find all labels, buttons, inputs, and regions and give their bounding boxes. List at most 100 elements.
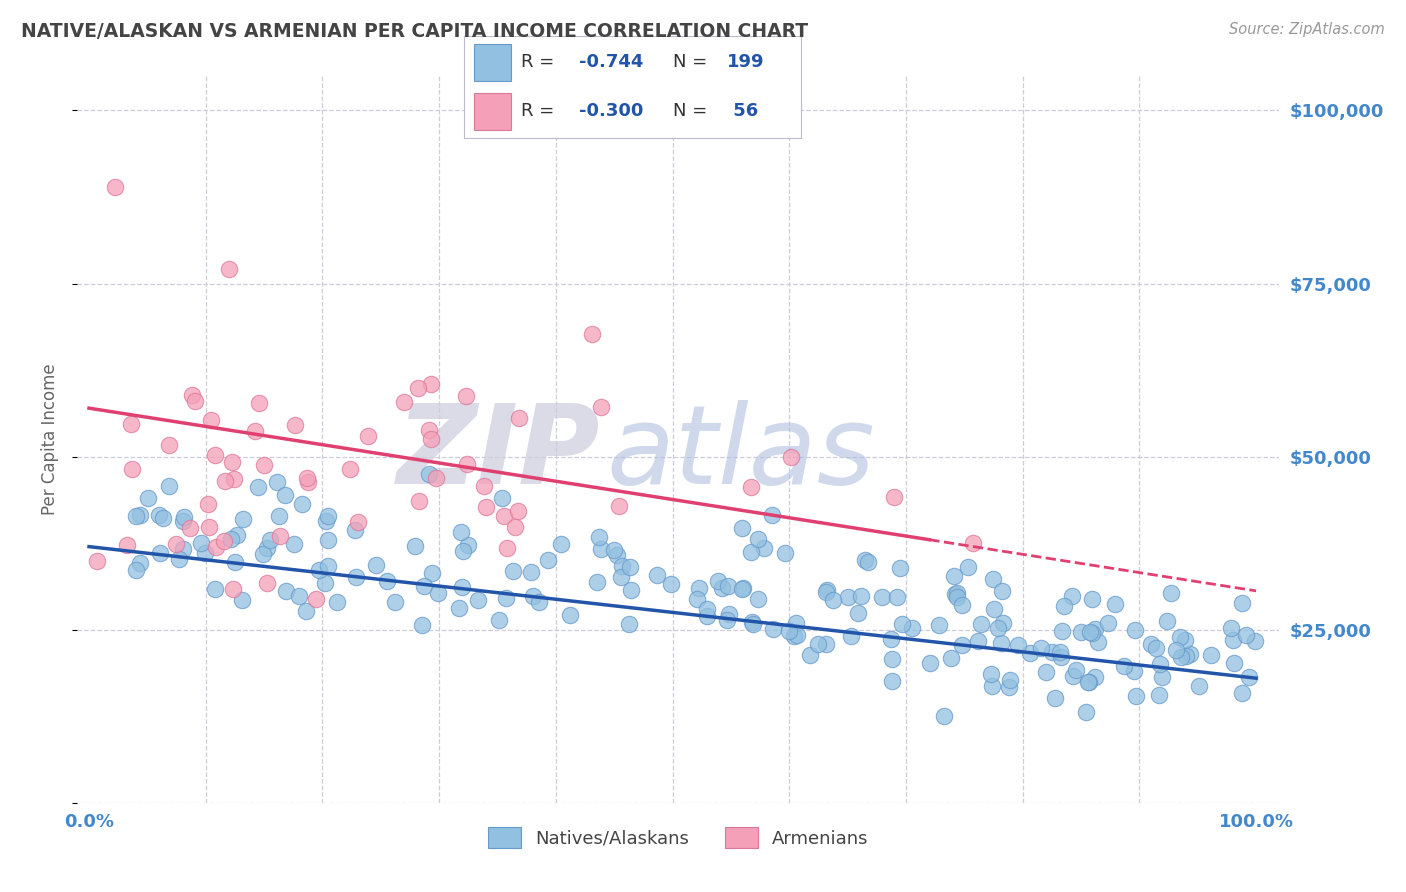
Point [495, 591, 517, 605]
Point [752, 541, 775, 555]
Point [962, 535, 984, 549]
Point [420, 376, 443, 391]
Point [413, 579, 436, 593]
Point [121, 461, 143, 475]
Point [491, 491, 513, 506]
Point [998, 673, 1021, 687]
Point [273, 488, 295, 502]
Point [297, 475, 319, 489]
Point [1078, 674, 1101, 689]
Point [786, 628, 808, 642]
Point [1053, 599, 1076, 614]
Point [1084, 670, 1107, 684]
Text: -0.300: -0.300 [579, 102, 643, 120]
Point [970, 616, 993, 631]
Point [344, 570, 367, 584]
Point [807, 637, 830, 651]
Point [184, 394, 207, 409]
Point [204, 540, 226, 554]
Point [269, 529, 291, 543]
Point [891, 617, 914, 632]
Point [950, 599, 973, 613]
Point [1087, 635, 1109, 649]
Point [821, 592, 844, 607]
Point [761, 508, 783, 523]
Point [221, 455, 243, 469]
Point [197, 497, 219, 511]
Point [449, 601, 471, 615]
Point [991, 616, 1014, 631]
Point [283, 537, 305, 551]
Point [425, 471, 447, 485]
Point [1007, 638, 1029, 652]
Text: 199: 199 [727, 54, 765, 71]
Point [991, 584, 1014, 599]
Point [232, 511, 254, 525]
Point [716, 614, 738, 628]
Point [136, 491, 159, 505]
FancyBboxPatch shape [474, 44, 512, 81]
Point [294, 604, 316, 618]
Point [1112, 659, 1135, 673]
Point [1125, 689, 1147, 703]
Point [1122, 664, 1144, 678]
Point [190, 536, 212, 550]
Point [408, 381, 430, 395]
Point [932, 708, 955, 723]
Point [882, 652, 904, 666]
Point [366, 558, 388, 572]
Point [508, 504, 530, 518]
Point [308, 563, 330, 577]
Text: R =: R = [522, 102, 561, 120]
Point [980, 679, 1002, 693]
Point [586, 575, 609, 590]
Point [503, 520, 526, 534]
Point [941, 651, 963, 665]
Point [782, 629, 804, 643]
Point [987, 621, 1010, 635]
Point [224, 555, 246, 569]
Point [221, 582, 243, 596]
Point [747, 532, 769, 546]
Point [1080, 625, 1102, 640]
Point [718, 607, 741, 622]
Point [731, 521, 754, 535]
Point [316, 509, 339, 524]
Point [495, 541, 517, 555]
Point [475, 500, 498, 515]
Point [214, 474, 236, 488]
Point [775, 546, 797, 560]
Point [1175, 649, 1198, 664]
Point [1081, 592, 1104, 607]
Point [581, 327, 603, 342]
Point [167, 552, 190, 566]
Point [124, 509, 146, 524]
Point [696, 608, 718, 623]
Point [1219, 621, 1241, 635]
Point [1050, 624, 1073, 638]
Point [288, 589, 311, 603]
Text: ZIP: ZIP [396, 401, 600, 508]
Point [799, 648, 821, 663]
Point [1070, 625, 1092, 640]
Point [945, 590, 967, 604]
Point [451, 580, 474, 594]
Point [252, 547, 274, 561]
Point [942, 569, 965, 583]
Point [1149, 657, 1171, 671]
Point [619, 560, 641, 574]
Point [981, 572, 1004, 586]
Point [815, 584, 838, 599]
Point [472, 478, 495, 492]
Point [492, 508, 515, 523]
Text: N =: N = [673, 54, 713, 71]
Point [1223, 657, 1246, 671]
Point [224, 472, 246, 486]
Point [946, 586, 969, 600]
Point [1123, 623, 1146, 637]
Text: -0.744: -0.744 [579, 54, 643, 71]
Point [717, 579, 740, 593]
Point [408, 494, 430, 508]
Point [1188, 679, 1211, 693]
Point [165, 537, 187, 551]
